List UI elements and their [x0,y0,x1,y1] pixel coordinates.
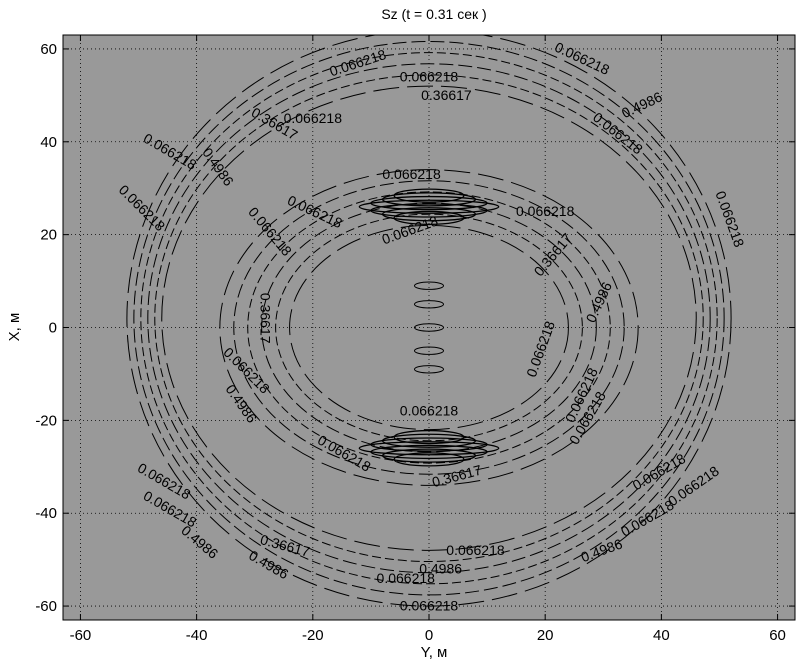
y-axis-title: X, м [6,313,23,342]
center-contour [413,346,445,355]
contour-group [126,35,732,607]
contour-ring-outer [126,35,732,607]
contour-ring-inner [247,191,611,464]
center-contour [413,281,445,290]
contour-ring-inner [275,213,583,442]
contour-label: 0.066218 [400,403,459,419]
contour-ring-inner [289,224,569,431]
x-tick-label: -20 [302,627,324,644]
center-contour [413,323,445,332]
contour-ring-outer [133,41,725,596]
x-tick-label: 40 [653,627,670,644]
x-tick-label: 20 [537,627,554,644]
y-tick-label: 40 [40,134,57,151]
contour-label: 0.066218 [400,68,459,84]
contour-label: 0.066218 [446,542,505,558]
contour-ring-outer [147,63,711,574]
x-tick-label: -40 [186,627,208,644]
center-contour [413,300,445,309]
chart-title: Sz (t = 0.31 сек ) [381,6,486,22]
x-tick-label: -60 [70,627,92,644]
grid-lines [63,35,795,620]
contour-label: 0.36617 [421,87,472,103]
x-axis-title: Y, м [421,644,448,661]
x-tick-label: 0 [425,627,433,644]
contour-dense-band [393,429,465,445]
y-tick-label: 60 [40,41,57,58]
contour-ring-inner [219,169,639,486]
contour-ring-inner [261,202,597,453]
contour-ring-outer [140,52,718,585]
contour-label: 0.066218 [516,203,575,219]
contour-dense-band [358,441,500,456]
contour-dense-band [381,433,477,448]
contour-label: 0.066218 [284,110,343,126]
y-tick-label: 20 [40,227,57,244]
contour-dense-band [381,192,477,207]
contour-label: 0.066218 [400,598,459,614]
contour-label: 0.4986 [419,561,462,577]
axis-ticks: -60 -40 -20 0 20 40 60 60 40 20 0 -20 -40 -60 [35,35,795,644]
contour-ring-inner [233,180,625,475]
contour-label: 0.066218 [377,570,436,586]
contour-dense-band [370,437,488,452]
y-tick-label: -40 [35,505,57,522]
contour-label: 0.066218 [382,166,441,182]
contour-dense-band [393,188,465,203]
y-tick-label: -20 [35,412,57,429]
y-tick-label: 0 [49,320,57,337]
center-contour [413,365,445,374]
contour-dense-band [358,199,500,214]
contour-ring-outer [161,85,697,551]
y-tick-label: -60 [35,598,57,615]
contour-dense-band [370,195,488,211]
x-tick-label: 60 [769,627,786,644]
contour-ring-outer [154,74,704,563]
contour-label: 0.36617 [258,293,274,344]
contour-lines [126,35,732,607]
